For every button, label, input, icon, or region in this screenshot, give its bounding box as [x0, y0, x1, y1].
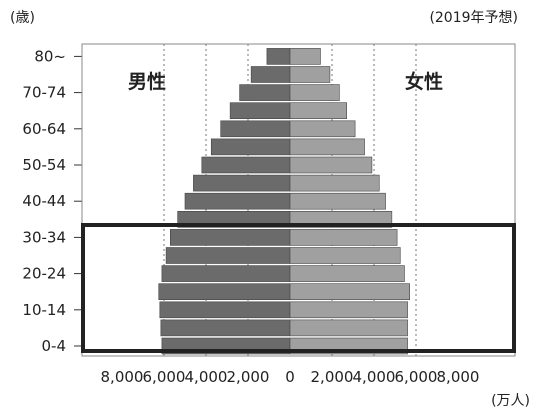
female-bar-80~ [289, 48, 321, 65]
male-bar-60-64 [220, 120, 291, 138]
female-bar-10-14 [289, 301, 408, 319]
x-tick-label: 0 [285, 368, 295, 386]
female-bar-30-34 [289, 229, 398, 246]
y-tick-label: 80~ [34, 47, 66, 65]
x-tick-label: 8,000 [101, 368, 144, 386]
female-bar-50-54 [289, 156, 373, 174]
y-tick-labels: 0-4 10-14 20-24 30-34 40-44 50-54 60-64 70-74 80… [22, 47, 82, 355]
series-label-female: 女性 [405, 70, 443, 93]
series-label-male: 男性 [128, 70, 166, 93]
y-axis-unit: (歳) [10, 10, 35, 26]
female-bar-5-9 [289, 319, 408, 337]
male-bar-10-14 [159, 301, 291, 319]
plot-frame [81, 43, 516, 357]
male-bar-70-74 [239, 84, 291, 101]
female-bar-70-74 [289, 84, 340, 101]
y-tick-label: 0-4 [42, 337, 67, 355]
y-tick-label: 40-44 [22, 192, 66, 210]
male-bar-45-49 [193, 174, 291, 192]
male-bar-15-19 [158, 283, 291, 301]
y-tick-label: 10-14 [22, 301, 66, 319]
female-bar-45-49 [289, 174, 380, 192]
x-tick-label: 4,000 [353, 368, 396, 386]
female-bar-40-44 [289, 192, 386, 210]
male-bar-80~ [266, 48, 291, 65]
female-bar-20-24 [289, 265, 405, 282]
x-tick-labels: 8,000 6,000 4,000 2,000 0 2,000 4,000 6,000 8,00… [101, 368, 480, 386]
male-bar-25-29 [165, 247, 291, 264]
female-bar-25-29 [289, 247, 401, 264]
male-bar-50-54 [201, 156, 291, 174]
chart-subtitle: (2019年予想) [429, 10, 518, 26]
y-tick-label: 20-24 [22, 265, 66, 283]
x-tick-label: 8,000 [437, 368, 480, 386]
male-bar-30-34 [170, 229, 291, 246]
y-tick-label: 50-54 [22, 156, 66, 174]
female-bar-65-69 [289, 102, 348, 119]
male-bar-75-79 [250, 66, 291, 83]
x-tick-label: 4,000 [185, 368, 228, 386]
y-tick-label: 70-74 [22, 84, 66, 102]
y-tick-label: 60-64 [22, 120, 66, 138]
male-bar-65-69 [229, 102, 291, 119]
y-tick-label: 30-34 [22, 228, 66, 246]
male-bar-20-24 [161, 265, 291, 282]
x-tick-label: 6,000 [143, 368, 186, 386]
x-tick-label: 6,000 [395, 368, 438, 386]
female-bar-75-79 [289, 66, 331, 83]
highlight-box [81, 223, 516, 353]
male-bar-5-9 [160, 319, 291, 337]
male-bar-40-44 [184, 192, 291, 210]
female-bar-60-64 [289, 120, 356, 138]
female-bar-55-59 [289, 138, 365, 156]
x-axis-unit: (万人) [491, 393, 530, 409]
x-tick-label: 2,000 [227, 368, 270, 386]
male-bar-55-59 [210, 138, 291, 156]
female-bar-15-19 [289, 283, 410, 301]
x-tick-label: 2,000 [311, 368, 354, 386]
